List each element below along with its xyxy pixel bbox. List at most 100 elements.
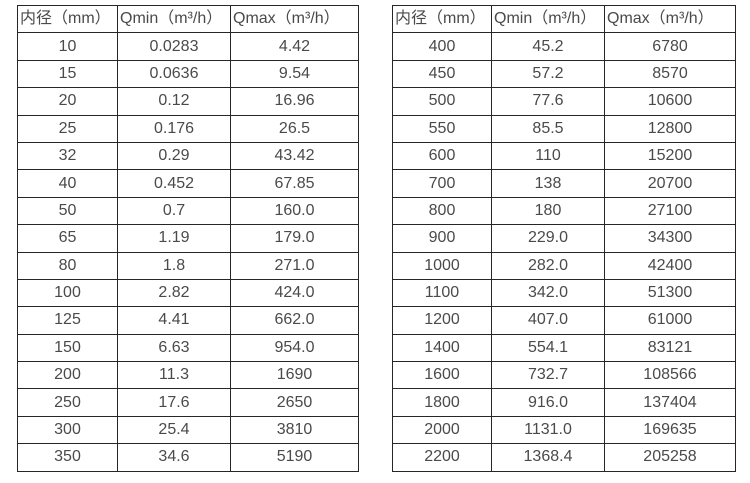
table-row: 50 0.7 160.0 [17,196,359,226]
table-row: 600 110 15200 [392,141,736,171]
table-row: 10 0.0283 4.42 [17,32,359,61]
table-cell: 400 [392,32,492,61]
table-cell: 42400 [604,251,736,280]
table-cell: 108566 [604,361,736,390]
table-row: 2200 1368.4 205258 [392,443,736,472]
header-row: 内径（mm） Qmin（m³/h） Qmax（m³/h） [17,4,359,34]
table-row: 1800 916.0 137404 [392,388,736,417]
table-cell: 6780 [604,32,736,61]
column-header: 内径（mm） [392,4,492,34]
table-cell: 407.0 [491,306,605,335]
table-cell: 600 [392,141,492,171]
table-cell: 300 [17,415,118,445]
table-cell: 1690 [230,361,359,390]
table-row: 350 34.6 5190 [17,443,359,472]
table-row: 80 1.8 271.0 [17,251,359,280]
table-cell: 900 [392,224,492,253]
table-cell: 250 [17,388,118,417]
table-cell: 350 [17,443,118,472]
table-cell: 16.96 [230,87,359,116]
table-cell: 61000 [604,306,736,335]
table-cell: 26.5 [230,114,359,143]
table-row: 65 1.19 179.0 [17,224,359,253]
table-row: 800 180 27100 [392,196,736,226]
table-row: 1100 342.0 51300 [392,278,736,308]
table-cell: 11.3 [117,361,231,390]
table-cell: 1600 [392,361,492,390]
table-cell: 77.6 [491,87,605,116]
table-cell: 916.0 [491,388,605,417]
table-cell: 25.4 [117,415,231,445]
column-header: Qmax（m³/h） [230,4,359,34]
table-cell: 0.176 [117,114,231,143]
table-cell: 700 [392,169,492,198]
table-cell: 732.7 [491,361,605,390]
table-cell: 10600 [604,87,736,116]
table-cell: 15 [17,59,118,89]
table-cell: 1100 [392,278,492,308]
table-cell: 150 [17,333,118,363]
table-cell: 51300 [604,278,736,308]
table-cell: 160.0 [230,196,359,226]
table-cell: 15200 [604,141,736,171]
table-cell: 25 [17,114,118,143]
table-cell: 1368.4 [491,443,605,472]
table-cell: 17.6 [117,388,231,417]
table-cell: 0.29 [117,141,231,171]
header-row: 内径（mm） Qmin（m³/h） Qmax（m³/h） [392,4,736,34]
table-cell: 32 [17,141,118,171]
table-cell: 50 [17,196,118,226]
table-cell: 57.2 [491,59,605,89]
table-cell: 80 [17,251,118,280]
table-cell: 179.0 [230,224,359,253]
table-cell: 0.452 [117,169,231,198]
table-cell: 110 [491,141,605,171]
table-cell: 9.54 [230,59,359,89]
table-cell: 34300 [604,224,736,253]
table-cell: 954.0 [230,333,359,363]
table-cell: 0.7 [117,196,231,226]
table-cell: 40 [17,169,118,198]
table-row: 900 229.0 34300 [392,224,736,253]
table-cell: 424.0 [230,278,359,308]
table-row: 15 0.0636 9.54 [17,59,359,89]
table-cell: 1800 [392,388,492,417]
table-cell: 500 [392,87,492,116]
table-cell: 229.0 [491,224,605,253]
table-cell: 1000 [392,251,492,280]
table-cell: 45.2 [491,32,605,61]
table-cell: 271.0 [230,251,359,280]
table-row: 300 25.4 3810 [17,415,359,445]
column-header: Qmin（m³/h） [491,4,605,34]
table-cell: 662.0 [230,306,359,335]
table-cell: 34.6 [117,443,231,472]
table-row: 1200 407.0 61000 [392,306,736,335]
table-cell: 282.0 [491,251,605,280]
table-row: 2000 1131.0 169635 [392,415,736,445]
table-cell: 2.82 [117,278,231,308]
table-row: 20 0.12 16.96 [17,87,359,116]
column-header: 内径（mm） [17,4,118,34]
column-header: Qmax（m³/h） [604,4,736,34]
table-cell: 180 [491,196,605,226]
table-row: 250 17.6 2650 [17,388,359,417]
table-row: 700 138 20700 [392,169,736,198]
table-cell: 20 [17,87,118,116]
table-cell: 800 [392,196,492,226]
table-cell: 1.8 [117,251,231,280]
flow-spec-table-small-diameters: 内径（mm） Qmin（m³/h） Qmax（m³/h） 10 0.0283 4.42 1… [17,4,359,472]
table-cell: 205258 [604,443,736,472]
table-cell: 43.42 [230,141,359,171]
table-cell: 0.12 [117,87,231,116]
table-cell: 10 [17,32,118,61]
table-row: 200 11.3 1690 [17,361,359,390]
table-cell: 450 [392,59,492,89]
table-cell: 4.42 [230,32,359,61]
table-cell: 2650 [230,388,359,417]
table-cell: 67.85 [230,169,359,198]
table-cell: 3810 [230,415,359,445]
table-row: 1000 282.0 42400 [392,251,736,280]
table-row: 1400 554.1 83121 [392,333,736,363]
table-cell: 0.0283 [117,32,231,61]
table-row: 550 85.5 12800 [392,114,736,143]
